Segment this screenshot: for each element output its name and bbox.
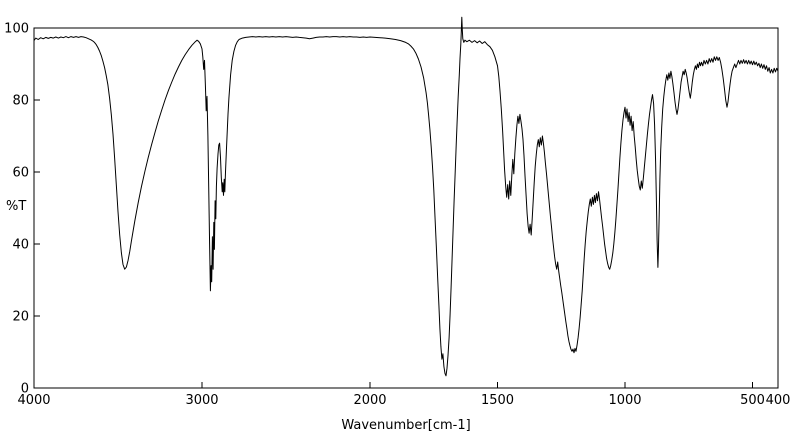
y-tick-label: 60	[12, 166, 29, 181]
y-axis-label: %T	[6, 199, 27, 214]
x-tick-label: 1500	[481, 393, 514, 408]
x-tick-label: 3000	[185, 393, 218, 408]
x-tick-label: 1000	[608, 393, 641, 408]
y-tick-label: 0	[21, 382, 29, 397]
plot-frame	[33, 27, 779, 389]
x-tick-label: 400	[766, 393, 791, 408]
y-tick-label: 40	[12, 238, 29, 253]
x-axis-label: Wavenumber[cm-1]	[341, 418, 471, 433]
spectrum-line	[33, 16, 779, 377]
x-tick-label: 2000	[353, 393, 386, 408]
y-tick-label: 80	[12, 94, 29, 109]
y-tick-label: 20	[12, 310, 29, 325]
y-tick-label: 100	[4, 22, 29, 37]
x-tick-label: 500	[740, 393, 765, 408]
x-tick-label: 4000	[17, 393, 50, 408]
